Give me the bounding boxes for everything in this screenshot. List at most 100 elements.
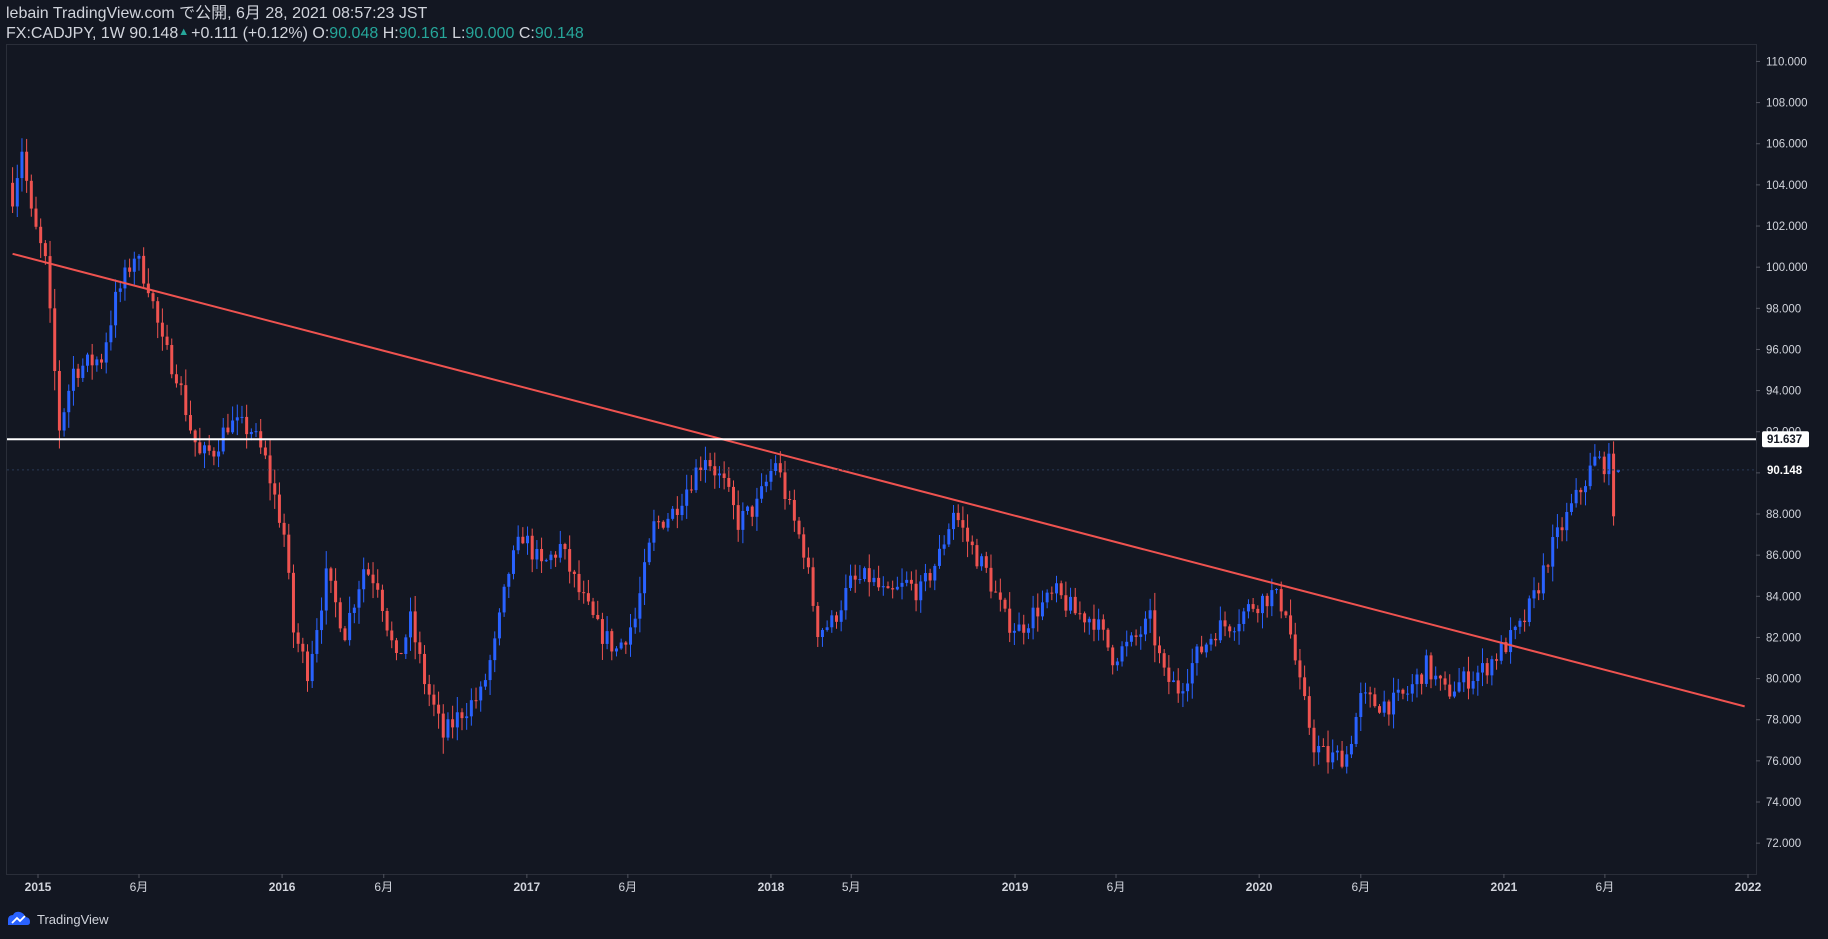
candle-body — [1279, 589, 1283, 612]
candle-body — [132, 258, 136, 272]
candle-body — [151, 293, 155, 302]
candle-body — [1317, 745, 1321, 753]
candle-body — [29, 180, 33, 209]
level-price-tag: 91.637 — [1767, 434, 1802, 446]
candle-body — [479, 686, 483, 701]
time-axis[interactable]: 2015 6月 2016 6月 2017 6月 2018 5月 2019 6月 2020 6月 2021… — [25, 874, 1762, 894]
candle-body — [296, 632, 300, 644]
candle-body — [1003, 599, 1007, 609]
candle-body — [1017, 624, 1021, 631]
candle-body — [671, 508, 675, 519]
tradingview-logo-icon[interactable] — [6, 911, 32, 927]
candle-body — [1448, 684, 1452, 697]
candle-body — [966, 527, 970, 542]
candle-body — [469, 700, 473, 717]
candle-body — [277, 494, 281, 523]
candle-body — [404, 637, 408, 654]
time-tick-label: 5月 — [842, 880, 861, 894]
close-value: 90.148 — [534, 25, 584, 42]
candle-body — [699, 467, 703, 470]
trendline — [12, 252, 1745, 708]
candle-body — [1321, 745, 1325, 747]
candle-body — [816, 605, 820, 638]
time-tick-label: 2018 — [758, 880, 785, 894]
candle-body — [638, 593, 642, 619]
candle-body — [1499, 642, 1503, 661]
candle-body — [1270, 590, 1274, 607]
footer-brand[interactable]: TradingView — [37, 911, 109, 927]
candle-body — [451, 719, 455, 728]
candle-body — [1059, 583, 1063, 596]
candle-body — [43, 243, 47, 257]
open-label: O: — [312, 25, 330, 42]
candle-body — [493, 638, 497, 661]
candle-body — [914, 583, 918, 601]
candle-body — [540, 548, 544, 562]
candle-body — [1008, 608, 1012, 633]
up-arrow-icon: ▲ — [178, 26, 190, 38]
candle-body — [427, 684, 431, 695]
price-axis[interactable]: 72.000 74.000 76.000 78.000 80.000 82.000 84.0… — [1756, 56, 1809, 850]
candle-body — [249, 431, 253, 435]
candle-body — [1143, 618, 1147, 635]
candle-body — [123, 267, 127, 289]
candle-body — [619, 642, 623, 649]
candle-body — [928, 573, 932, 581]
candle-body — [165, 336, 169, 346]
candle-body — [1307, 696, 1311, 728]
candle-body — [909, 579, 913, 584]
candle-body — [788, 498, 792, 500]
candle-body — [1092, 618, 1096, 630]
candle-body — [142, 255, 146, 284]
candle-body — [1415, 674, 1419, 685]
candle-body — [483, 680, 487, 687]
candle-body — [526, 535, 530, 544]
candle-body — [1434, 675, 1438, 680]
price-tick-label: 100.000 — [1766, 262, 1808, 274]
time-tick-label: 6月 — [1107, 880, 1126, 894]
candle-body — [586, 593, 590, 602]
candle-body — [413, 611, 417, 643]
candle-body — [1228, 626, 1232, 632]
candle-body — [853, 575, 857, 580]
candle-body — [1251, 604, 1255, 609]
candle-body — [160, 322, 164, 337]
candle-body — [488, 660, 492, 681]
candle-body — [174, 374, 178, 384]
candle-body — [1275, 589, 1279, 591]
candle-body — [1078, 613, 1082, 615]
candle-body — [1462, 671, 1466, 683]
candle-body — [81, 365, 85, 378]
candle-body — [563, 543, 567, 550]
candle-body — [100, 359, 104, 363]
level-price-tag-bg — [1762, 431, 1809, 448]
symbol-legend[interactable]: FX:CADJPY, 1W 90.148▲ +0.111 (+0.12%) O:9… — [6, 23, 584, 43]
candle-body — [582, 592, 586, 594]
candle-body — [802, 534, 806, 558]
candle-body — [792, 499, 796, 521]
candle-body — [891, 588, 895, 590]
candle-body — [1574, 489, 1578, 504]
candle-body — [558, 543, 562, 558]
candle-body — [1172, 680, 1176, 682]
open-value: 90.048 — [329, 25, 379, 42]
candle-body — [170, 345, 174, 375]
price-tick-label: 82.000 — [1766, 632, 1801, 644]
candle-body — [1293, 634, 1297, 661]
high-value: 90.161 — [398, 25, 448, 42]
candle-body — [1139, 634, 1143, 637]
candle-body — [128, 267, 132, 272]
price-chart[interactable]: 72.000 74.000 76.000 78.000 80.000 82.000 84.0… — [0, 0, 1828, 911]
candle-body — [1232, 631, 1236, 633]
candle-body — [1242, 611, 1246, 624]
candle-body — [1265, 595, 1269, 607]
candle-body — [57, 371, 61, 431]
time-tick-label: 2020 — [1246, 880, 1273, 894]
low-label: L: — [452, 25, 466, 42]
candle-body — [324, 568, 328, 611]
candle-body — [1312, 727, 1316, 753]
candle-body — [137, 255, 141, 259]
candle-body — [76, 368, 80, 378]
symbol-info: FX:CADJPY, 1W 90.148 — [6, 25, 179, 42]
candle-body — [825, 627, 829, 630]
